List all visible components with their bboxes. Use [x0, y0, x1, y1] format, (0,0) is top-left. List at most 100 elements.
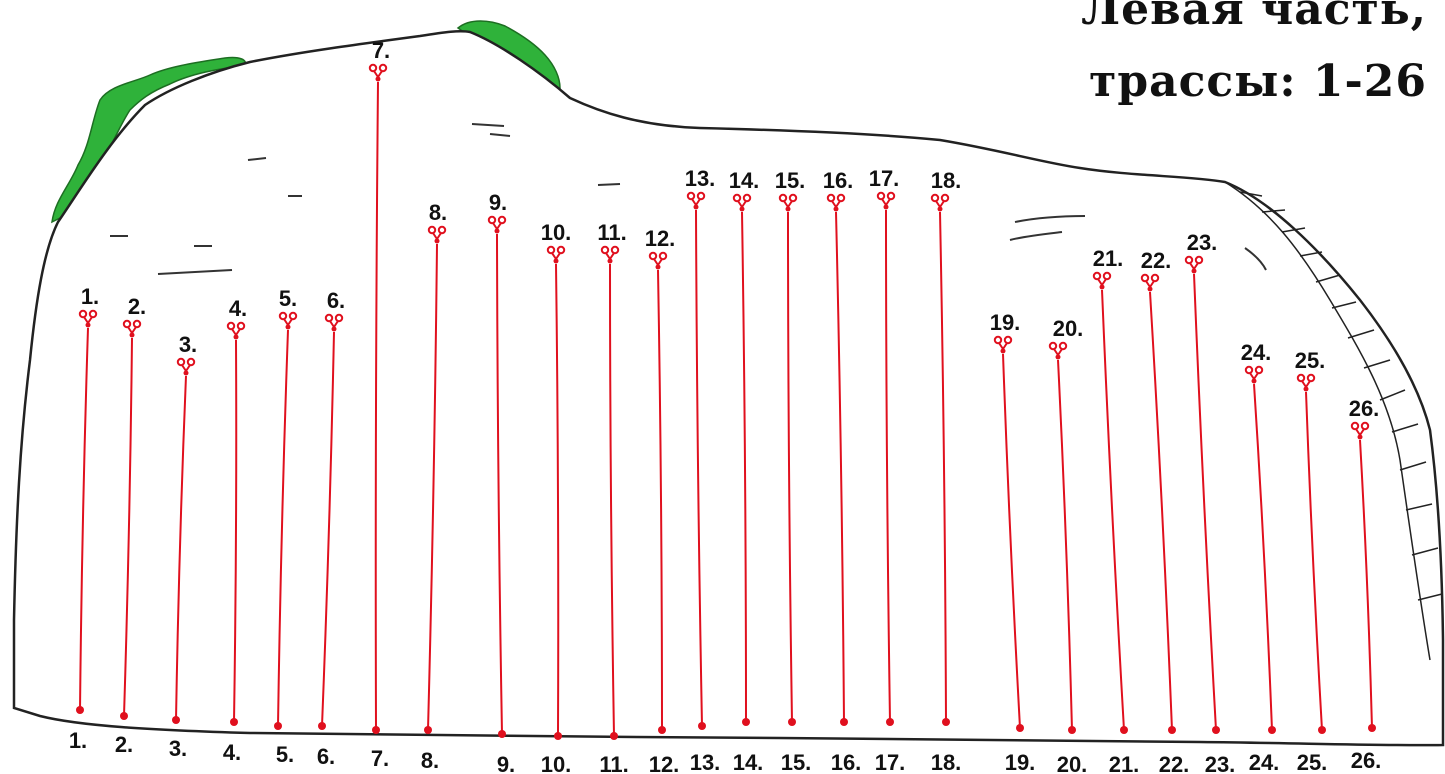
route-base-label-12: 12.: [649, 752, 680, 774]
route-base-label-16: 16.: [831, 750, 862, 774]
rock-hatching-right: [1224, 181, 1443, 661]
route-base-label-18: 18.: [931, 750, 962, 774]
anchor-icon-2: [122, 319, 142, 338]
route-start-dot-8: [424, 726, 432, 734]
anchor-icon-25: [1296, 373, 1316, 392]
anchor-icon-9: [487, 215, 507, 234]
routes-layer: [76, 63, 1376, 740]
route-top-label-6: 6.: [327, 288, 345, 313]
anchor-icon-16: [826, 193, 846, 212]
anchor-icon-11: [600, 245, 620, 264]
anchor-icon-23: [1184, 255, 1204, 274]
route-start-dot-17: [886, 718, 894, 726]
route-top-label-17: 17.: [869, 166, 900, 191]
route-top-label-9: 9.: [489, 190, 507, 215]
route-top-label-7: 7.: [372, 38, 390, 63]
route-base-label-21: 21.: [1109, 752, 1140, 774]
route-line-14: [741, 211, 747, 723]
route-top-label-5: 5.: [279, 286, 297, 311]
anchor-icon-7: [368, 63, 388, 82]
route-line-1: [79, 327, 89, 711]
route-base-label-3: 3.: [169, 736, 187, 761]
route-start-dot-7: [372, 726, 380, 734]
route-base-label-26: 26.: [1351, 748, 1382, 773]
route-line-6: [321, 331, 335, 727]
route-line-16: [835, 211, 845, 723]
route-base-label-9: 9.: [497, 752, 515, 774]
route-base-label-1: 1.: [69, 728, 87, 753]
anchor-icon-12: [648, 251, 668, 270]
route-top-label-23: 23.: [1187, 230, 1218, 255]
anchor-icon-26: [1350, 421, 1370, 440]
route-base-label-11: 11.: [599, 752, 628, 774]
route-top-label-19: 19.: [990, 310, 1021, 335]
route-line-11: [609, 263, 615, 737]
route-line-5: [277, 329, 289, 727]
route-base-label-14: 14.: [733, 750, 764, 774]
route-start-dot-24: [1268, 726, 1276, 734]
route-base-label-24: 24.: [1249, 750, 1280, 774]
anchor-icon-20: [1048, 341, 1068, 360]
route-start-dot-18: [942, 718, 950, 726]
route-base-label-8: 8.: [421, 748, 439, 773]
route-line-8: [427, 243, 438, 731]
route-base-label-17: 17.: [875, 750, 906, 774]
route-start-dot-9: [498, 730, 506, 738]
route-start-dot-13: [698, 722, 706, 730]
route-line-9: [496, 233, 503, 735]
route-start-dot-5: [274, 722, 282, 730]
route-start-dot-22: [1168, 726, 1176, 734]
anchor-icon-6: [324, 313, 344, 332]
route-start-dot-1: [76, 706, 84, 714]
anchor-icon-17: [876, 191, 896, 210]
anchor-icon-21: [1092, 271, 1112, 290]
route-line-22: [1149, 291, 1173, 731]
anchor-icon-18: [930, 193, 950, 212]
route-start-dot-21: [1120, 726, 1128, 734]
route-base-label-15: 15.: [781, 750, 812, 774]
route-base-label-20: 20.: [1057, 752, 1088, 774]
route-start-dot-4: [230, 718, 238, 726]
route-top-label-11: 11.: [597, 220, 626, 245]
route-line-24: [1253, 383, 1273, 731]
route-top-label-25: 25.: [1295, 348, 1326, 373]
route-start-dot-26: [1368, 724, 1376, 732]
route-line-15: [787, 211, 793, 723]
route-line-21: [1101, 289, 1125, 731]
route-start-dot-19: [1016, 724, 1024, 732]
anchor-icon-1: [78, 309, 98, 328]
route-start-dot-14: [742, 718, 750, 726]
route-start-dot-6: [318, 722, 326, 730]
route-start-dot-3: [172, 716, 180, 724]
route-line-19: [1002, 353, 1021, 729]
topo-title-line-1: Левая часть,: [1081, 0, 1427, 35]
route-line-12: [657, 269, 663, 731]
anchor-icon-5: [278, 311, 298, 330]
route-base-label-2: 2.: [115, 732, 133, 757]
route-top-label-2: 2.: [128, 294, 146, 319]
route-start-dot-12: [658, 726, 666, 734]
route-line-17: [885, 209, 891, 723]
route-top-label-24: 24.: [1241, 340, 1272, 365]
anchor-icon-13: [686, 191, 706, 210]
anchor-icon-14: [732, 193, 752, 212]
route-start-dot-20: [1068, 726, 1076, 734]
route-base-label-6: 6.: [317, 744, 335, 769]
route-base-label-22: 22.: [1159, 752, 1190, 774]
route-top-label-26: 26.: [1349, 396, 1380, 421]
route-base-label-23: 23.: [1205, 752, 1236, 774]
route-top-label-13: 13.: [685, 166, 716, 191]
route-start-dot-11: [610, 732, 618, 740]
route-top-label-8: 8.: [429, 200, 447, 225]
route-start-dot-23: [1212, 726, 1220, 734]
route-base-label-13: 13.: [690, 750, 721, 774]
route-top-label-14: 14.: [729, 168, 760, 193]
route-line-26: [1359, 439, 1373, 729]
route-start-dot-25: [1318, 726, 1326, 734]
route-top-label-3: 3.: [179, 332, 197, 357]
route-line-13: [695, 209, 703, 727]
anchor-icon-19: [993, 335, 1013, 354]
route-line-3: [175, 375, 187, 721]
